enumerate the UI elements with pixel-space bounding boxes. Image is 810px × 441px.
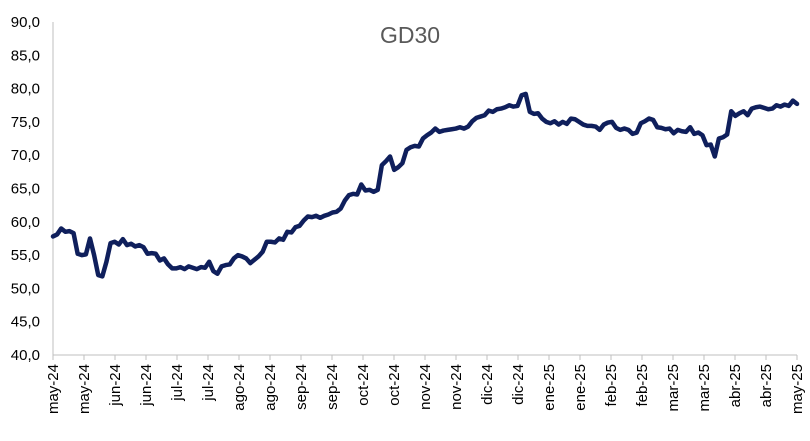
x-tick-label: nov-24 bbox=[448, 364, 465, 410]
x-tick-label: ene-25 bbox=[541, 364, 558, 411]
x-tick-label: mar-25 bbox=[665, 364, 682, 412]
y-tick-label: 50,0 bbox=[11, 280, 40, 297]
y-tick-label: 70,0 bbox=[11, 147, 40, 164]
x-axis: may-24 may-24 jun-24 jun-24 jul-24 jul-24 ago-… bbox=[45, 354, 806, 414]
x-tick-label: may-25 bbox=[789, 364, 806, 414]
y-tick-label: 40,0 bbox=[11, 347, 40, 364]
y-tick-label: 45,0 bbox=[11, 314, 40, 331]
y-tick-label: 55,0 bbox=[11, 247, 40, 264]
x-tick-label: jun-24 bbox=[107, 364, 124, 407]
x-tick-label: oct-24 bbox=[386, 364, 403, 406]
x-tick-label: may-24 bbox=[76, 364, 93, 414]
x-tick-label: dic-24 bbox=[479, 364, 496, 405]
x-tick-label: oct-24 bbox=[355, 364, 372, 406]
x-tick-label: jul-24 bbox=[200, 364, 217, 402]
x-tick-label: feb-25 bbox=[603, 364, 620, 407]
x-tick-label: abr-25 bbox=[727, 364, 744, 407]
y-tick-label: 60,0 bbox=[11, 214, 40, 231]
series-line bbox=[50, 91, 800, 279]
x-tick-label: ago-24 bbox=[231, 364, 248, 411]
x-tick-label: sep-24 bbox=[324, 364, 341, 410]
x-tick-label: abr-25 bbox=[758, 364, 775, 407]
x-tick-label: jun-24 bbox=[138, 364, 155, 407]
x-tick-label: dic-24 bbox=[510, 364, 527, 405]
chart-title: GD30 bbox=[380, 22, 440, 48]
x-tick-label: may-24 bbox=[45, 364, 62, 414]
x-tick-label: sep-24 bbox=[293, 364, 310, 410]
x-tick-label: feb-25 bbox=[634, 364, 651, 407]
y-tick-label: 90,0 bbox=[11, 14, 40, 31]
y-tick-label: 85,0 bbox=[11, 47, 40, 64]
x-tick-label: jul-24 bbox=[169, 364, 186, 402]
x-tick-label: ago-24 bbox=[262, 364, 279, 411]
y-axis: 40,0 45,0 50,0 55,0 60,0 65,0 70,0 75,0 80,0 85,0… bbox=[11, 14, 54, 364]
y-tick-label: 80,0 bbox=[11, 81, 40, 98]
x-tick-label: nov-24 bbox=[417, 364, 434, 410]
x-tick-label: mar-25 bbox=[696, 364, 713, 412]
y-tick-label: 75,0 bbox=[11, 114, 40, 131]
x-tick-label: ene-25 bbox=[572, 364, 589, 411]
y-tick-label: 65,0 bbox=[11, 181, 40, 198]
